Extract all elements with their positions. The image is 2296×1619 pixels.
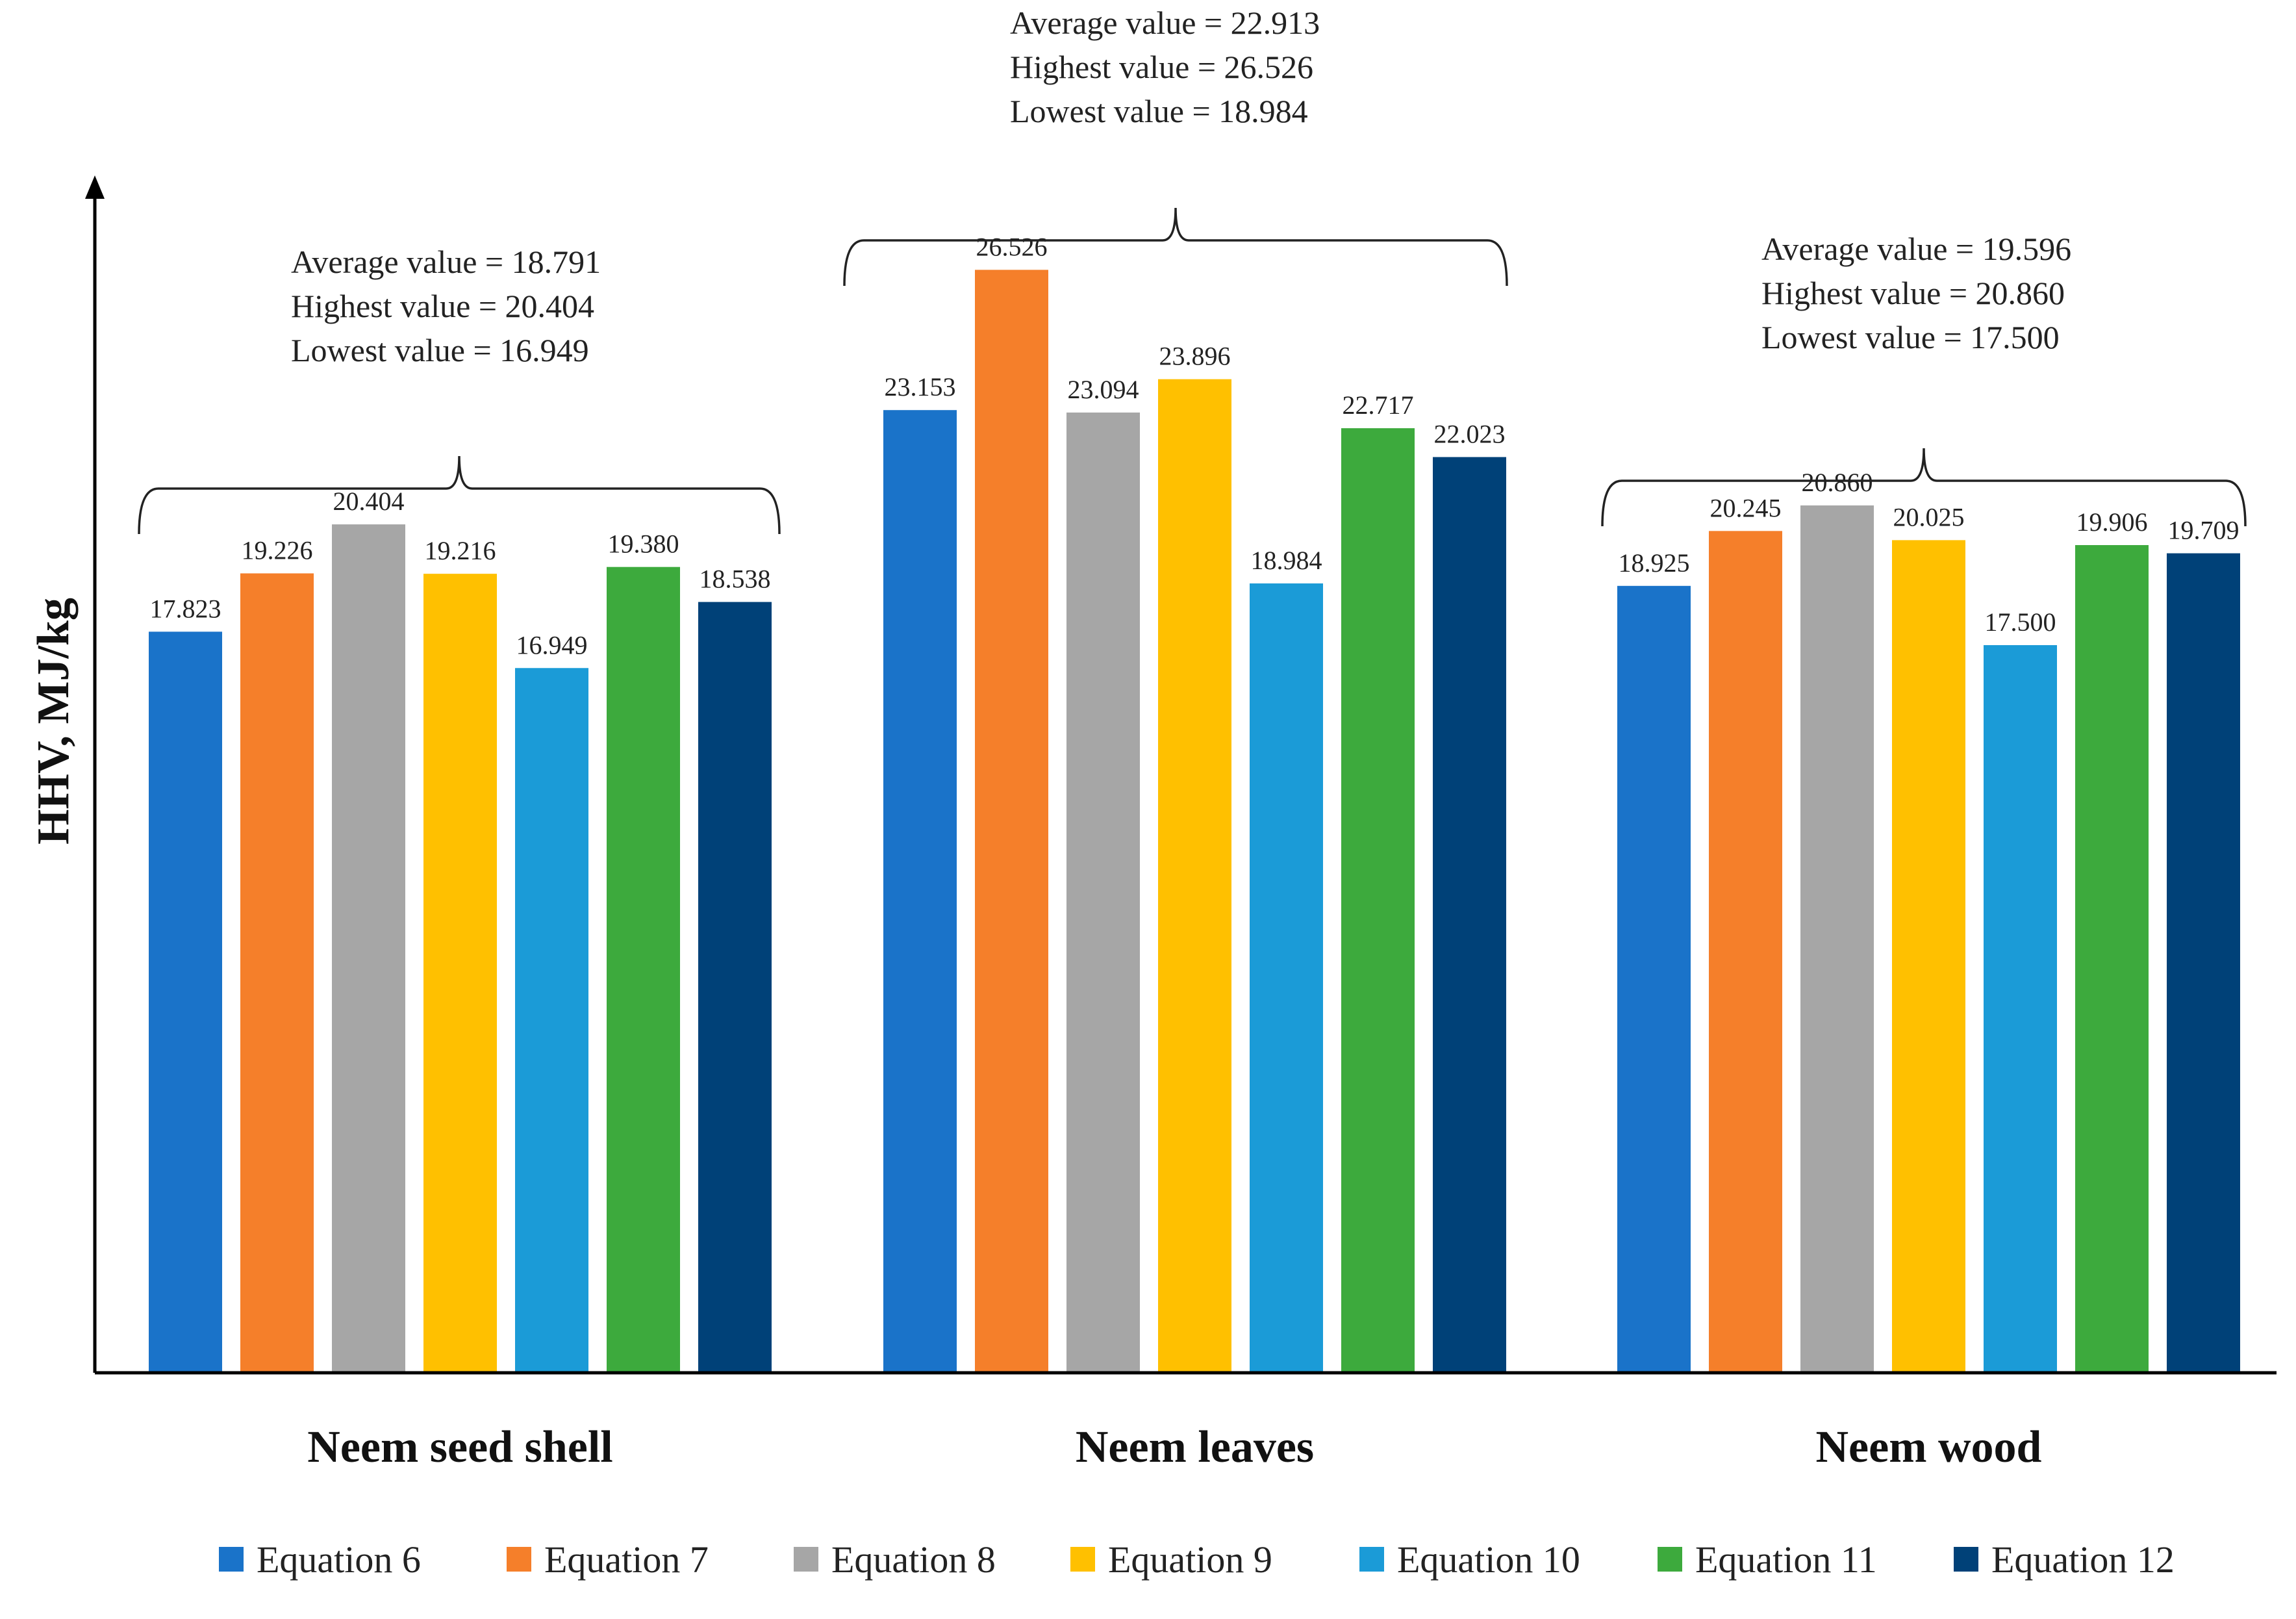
bar-value-label: 20.404 [333, 487, 405, 516]
bar [1709, 531, 1782, 1373]
bar-value-label: 19.906 [2076, 507, 2148, 537]
bar-value-label: 18.984 [1251, 546, 1322, 575]
bars-layer [149, 270, 2240, 1373]
summary-brace [843, 207, 1508, 287]
legend-swatch [1359, 1547, 1384, 1572]
bar-value-label: 19.709 [2168, 516, 2239, 545]
legend-swatch [1954, 1547, 1978, 1572]
legend-swatch [794, 1547, 818, 1572]
axes-layer [85, 175, 2277, 1375]
legend-swatch [219, 1547, 244, 1572]
y-axis-label: HHV, MJ/kg [29, 598, 79, 845]
bar [1433, 457, 1506, 1373]
bar [607, 567, 680, 1373]
legend-label: Equation 11 [1695, 1538, 1877, 1581]
summary-annotation-line: Highest value = 20.404 [291, 288, 594, 324]
summary-annotation-line: Average value = 22.913 [1010, 5, 1320, 41]
bar [149, 631, 222, 1373]
legend-label: Equation 12 [1991, 1538, 2175, 1581]
bar-value-label: 19.380 [608, 529, 679, 559]
bar [883, 410, 957, 1373]
bar-value-label: 23.896 [1159, 342, 1231, 371]
bar-value-label: 16.949 [516, 630, 588, 659]
bar [1984, 645, 2057, 1373]
bar [1617, 585, 1691, 1373]
summary-brace [138, 455, 781, 535]
legend-label: Equation 8 [831, 1538, 996, 1581]
bar [1250, 583, 1323, 1373]
summary-annotation-line: Average value = 18.791 [291, 244, 601, 280]
bar [1800, 505, 1874, 1373]
bar-value-label: 23.153 [885, 372, 956, 402]
category-label: Neem seed shell [307, 1422, 612, 1472]
legend-label: Equation 6 [257, 1538, 421, 1581]
bar [698, 602, 772, 1373]
bar-value-label: 17.500 [1985, 607, 2056, 637]
bar-value-label: 23.094 [1068, 375, 1139, 404]
legend-swatch [1658, 1547, 1682, 1572]
summary-annotation-line: Highest value = 20.860 [1761, 275, 2065, 311]
legend-label: Equation 10 [1397, 1538, 1580, 1581]
bar [423, 574, 497, 1373]
legend: Equation 6 Equation 7 Equation 8 Equation 9… [219, 1538, 2175, 1581]
summary-braces [138, 207, 2247, 535]
bar-value-label: 26.526 [976, 232, 1048, 261]
bar [332, 524, 405, 1373]
y-axis-arrow-icon [85, 175, 105, 199]
chart-text-layer: 17.823 19.226 20.404 19.216 16.949 19.380 18.5… [29, 5, 2239, 1472]
category-label: Neem leaves [1076, 1422, 1314, 1472]
bar-value-label: 19.216 [425, 536, 496, 565]
legend-label: Equation 7 [544, 1538, 709, 1581]
bar [975, 270, 1048, 1373]
legend-label: Equation 9 [1108, 1538, 1272, 1581]
bar-value-label: 19.226 [242, 536, 313, 565]
summary-annotation-line: Lowest value = 16.949 [291, 332, 589, 368]
bar [1341, 428, 1415, 1373]
bar [1066, 412, 1140, 1373]
bar-value-label: 20.245 [1710, 493, 1782, 522]
summary-annotation-line: Highest value = 26.526 [1010, 49, 1313, 85]
bar-value-label: 20.860 [1802, 468, 1873, 497]
summary-brace [1601, 448, 2247, 527]
bar [2075, 545, 2149, 1373]
bar [1158, 379, 1231, 1373]
bar-value-label: 18.925 [1619, 548, 1690, 578]
bar-value-label: 22.023 [1434, 420, 1506, 449]
legend-swatch [507, 1547, 531, 1572]
bar-value-label: 20.025 [1893, 502, 1965, 531]
bar [240, 573, 314, 1373]
summary-annotation-line: Lowest value = 18.984 [1010, 93, 1308, 129]
bar [1892, 540, 1965, 1373]
bar-value-label: 18.538 [700, 565, 771, 594]
summary-annotation-line: Lowest value = 17.500 [1761, 319, 2060, 355]
category-label: Neem wood [1816, 1422, 2042, 1472]
bar [515, 668, 588, 1373]
bar [2167, 553, 2240, 1373]
summary-annotation-line: Average value = 19.596 [1761, 231, 2071, 267]
bar-value-label: 17.823 [150, 594, 221, 623]
bar-value-label: 22.717 [1343, 390, 1414, 420]
legend-swatch [1070, 1547, 1095, 1572]
